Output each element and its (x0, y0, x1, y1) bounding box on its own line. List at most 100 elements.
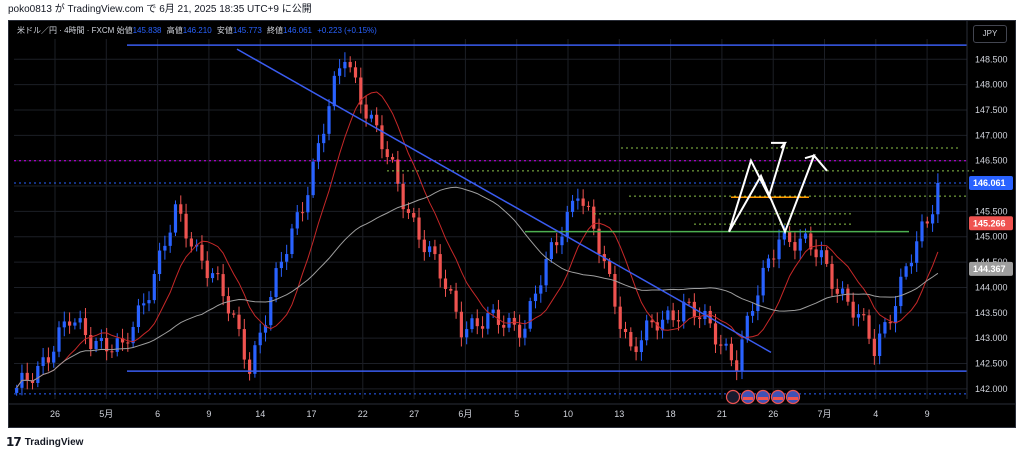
candle-body (883, 322, 887, 334)
candle-body (671, 310, 675, 321)
candle-body (936, 183, 940, 215)
candle-body (724, 343, 728, 346)
candle-body (788, 231, 792, 243)
symbol-label[interactable]: 米ドル／円 · 4時間 · FXCM (17, 26, 115, 35)
price-label-text: 145.266 (973, 218, 1006, 228)
currency-button[interactable]: JPY (973, 25, 1007, 43)
high-value: 146.210 (182, 26, 212, 35)
candle-body (253, 345, 257, 374)
candle-body (528, 301, 532, 329)
candle-body (856, 314, 861, 318)
price-tick-label: 142.000 (975, 384, 1008, 394)
descending-trendline[interactable] (236, 48, 772, 354)
projection-arrowhead-upper[interactable] (771, 141, 788, 149)
candle-body (682, 301, 686, 322)
flag-stripe-icon (758, 397, 768, 400)
candle-body (316, 143, 321, 162)
candle-body (533, 293, 538, 302)
candle-body (597, 228, 601, 255)
candle-body (338, 68, 342, 76)
open-label: 始値 (116, 26, 133, 35)
candle-body (380, 125, 384, 150)
candle-body (401, 183, 405, 210)
candle-body (666, 310, 670, 320)
candle-body (539, 285, 543, 294)
candle-body (867, 315, 871, 339)
close-label: 終値 (267, 26, 284, 35)
candle-body (438, 254, 442, 279)
candle-body (173, 204, 178, 233)
candle-body (433, 246, 437, 255)
candle-body (772, 258, 776, 260)
candle-body (295, 212, 299, 229)
candle-body (237, 314, 241, 330)
price-tick-label: 145.000 (975, 232, 1008, 242)
time-tick-label: 14 (255, 409, 265, 419)
candle-body (893, 306, 898, 324)
price-tick-label: 143.500 (975, 308, 1008, 318)
candle-body (78, 318, 82, 323)
moving-average-slow-line (16, 186, 939, 389)
price-tick-label: 145.500 (975, 206, 1008, 216)
candle-body (570, 200, 575, 212)
time-tick-label: 26 (768, 409, 778, 419)
change-value: +0.223 (+0.15%) (317, 26, 377, 35)
time-tick-label: 6 (155, 409, 160, 419)
candle-body (269, 297, 273, 326)
candle-body (142, 303, 146, 306)
time-tick-label: 6月 (458, 409, 472, 419)
candle-body (110, 351, 114, 353)
price-tick-label: 147.000 (975, 130, 1008, 140)
candle-body (650, 320, 654, 323)
candle-body (909, 262, 914, 267)
candle-body (862, 314, 866, 316)
candlestick-chart[interactable]: 148.500 148.000 147.500 147.000 146.500 146.0… (9, 21, 1015, 427)
candle-body (449, 288, 453, 291)
footer-brand[interactable]: 17 TradingView (6, 434, 83, 450)
candle-body (803, 233, 808, 239)
candle-body (491, 309, 495, 314)
lightning-event-icon[interactable] (725, 389, 741, 405)
candle-body (560, 236, 564, 246)
candle-body (359, 77, 363, 105)
candle-body (750, 311, 755, 316)
price-tick-label: 148.000 (975, 80, 1008, 90)
candle-body (221, 274, 225, 297)
candle-body (30, 380, 35, 383)
candle-body (157, 250, 162, 275)
publish-caption-bar: poko0813 が TradingView.com で 6月 21, 2025… (0, 0, 1024, 20)
projection-arrowhead-lower[interactable] (804, 154, 816, 162)
candle-body (819, 250, 824, 258)
candle-body (660, 319, 665, 331)
candle-body (322, 133, 326, 144)
candle-body (36, 365, 40, 383)
candle-body (385, 149, 389, 158)
time-tick-label: 26 (50, 409, 60, 419)
candle-body (89, 335, 93, 349)
candle-body (798, 238, 802, 251)
candle-body (740, 339, 744, 372)
candle-body (232, 313, 236, 315)
time-tick-label: 5 (514, 409, 519, 419)
candle-body (544, 259, 548, 286)
candle-body (274, 268, 278, 298)
candle-body (396, 159, 400, 184)
candle-body (168, 232, 172, 246)
candle-body (443, 278, 448, 289)
candle-body (120, 338, 125, 343)
candle-body (687, 301, 691, 303)
candle-body (480, 326, 485, 329)
candle-body (777, 239, 781, 260)
candle-body (115, 338, 119, 352)
projection-path-lower[interactable] (728, 153, 828, 235)
candle-body (348, 61, 352, 68)
candle-body (73, 322, 77, 326)
candle-body (417, 217, 421, 240)
chart-panel[interactable]: 148.500 148.000 147.500 147.000 146.500 146.0… (8, 20, 1016, 428)
open-value: 145.838 (132, 26, 162, 35)
candle-body (835, 288, 839, 294)
candle-body (920, 221, 924, 242)
candle-body (152, 274, 156, 301)
candle-body (565, 211, 569, 237)
price-tick-label: 146.500 (975, 156, 1008, 166)
